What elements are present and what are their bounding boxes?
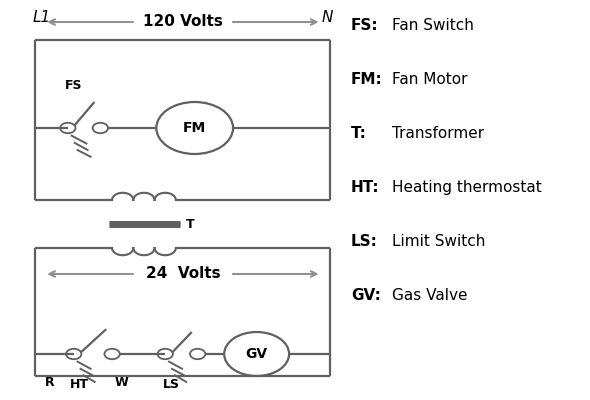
Text: Heating thermostat: Heating thermostat <box>392 180 542 195</box>
Text: Gas Valve: Gas Valve <box>392 288 468 303</box>
Text: T:: T: <box>351 126 367 141</box>
Text: N: N <box>322 10 333 25</box>
Text: FM:: FM: <box>351 72 383 87</box>
Text: Fan Motor: Fan Motor <box>392 72 468 87</box>
Text: L1: L1 <box>32 10 51 25</box>
Text: Fan Switch: Fan Switch <box>392 18 474 33</box>
Text: GV: GV <box>245 347 268 361</box>
Text: FS:: FS: <box>351 18 379 33</box>
Text: R: R <box>45 376 55 389</box>
Text: W: W <box>115 376 129 389</box>
Text: HT:: HT: <box>351 180 380 195</box>
Text: FM: FM <box>183 121 206 135</box>
Text: Limit Switch: Limit Switch <box>392 234 486 249</box>
Text: FS: FS <box>65 79 83 92</box>
Text: T: T <box>186 218 195 230</box>
Text: 120 Volts: 120 Volts <box>143 14 223 30</box>
Text: Transformer: Transformer <box>392 126 484 141</box>
Text: HT: HT <box>70 378 89 391</box>
Text: LS: LS <box>163 378 179 391</box>
Text: LS:: LS: <box>351 234 378 249</box>
Text: 24  Volts: 24 Volts <box>146 266 220 282</box>
Text: GV:: GV: <box>351 288 381 303</box>
